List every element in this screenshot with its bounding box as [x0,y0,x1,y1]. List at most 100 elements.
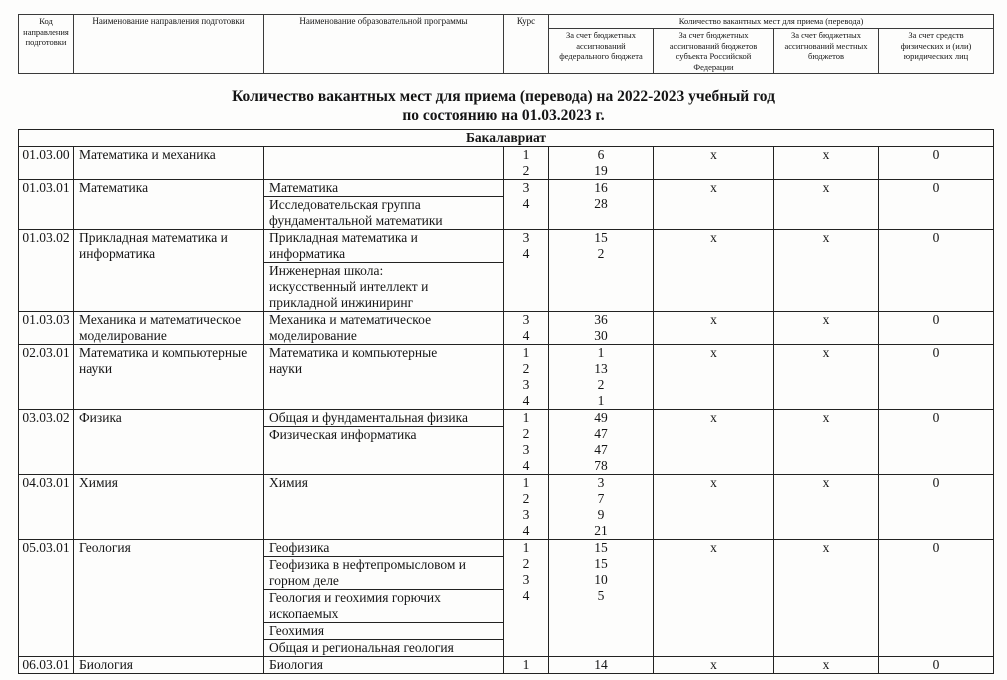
program-name: Исследовательская группа фундаментальной… [269,197,443,228]
direction-name: Физика [73,409,264,475]
paid-cell: 0 [877,146,995,180]
direction-name: Химия [73,474,264,540]
direction-code: 01.03.00 [18,146,74,180]
local-cell: x [773,474,879,540]
federal-cell: 36 30 [548,311,654,345]
course-value: 4 [522,458,530,473]
program-cell: Механика и математическое моделирование [263,311,504,345]
course-value: 4 [522,196,530,211]
program-cell: Общая и фундаментальная физика Физическа… [263,409,504,475]
program-name: Инженерная школа: искусственный интеллек… [269,263,429,310]
program-name: Геофизика в нефтепромысловом и горном де… [264,557,503,590]
federal-value: 21 [594,523,608,538]
program-cell: Геофизика Геофизика в нефтепромысловом и… [263,539,504,657]
table-row: 02.03.01 Математика и компьютерные науки… [18,344,995,410]
course-value: 3 [522,572,530,587]
program-cell: Биология [263,656,504,674]
program-cell: Математика Исследовательская группа фунд… [263,179,504,230]
direction-code: 05.03.01 [18,539,74,657]
paid-cell: 0 [877,229,995,312]
direction-code: 04.03.01 [18,474,74,540]
federal-cell: 1 13 2 1 [548,344,654,410]
section-title: Бакалавриат [17,129,995,147]
paid-cell: 0 [877,311,995,345]
program-name: Общая и региональная геология [269,640,454,655]
course-value: 3 [522,442,530,457]
regional-cell: x [653,474,774,540]
header-regional-budget: За счет бюджетных ассигнований бюджетов … [653,28,774,74]
course-value: 3 [522,377,530,392]
table-row: 05.03.01 Геология Геофизика Геофизика в … [18,539,995,657]
direction-name: Прикладная математика и информатика [73,229,264,312]
section-row: Бакалавриат [17,129,995,147]
course-value: 4 [522,393,530,408]
federal-cell: 49 47 47 78 [548,409,654,475]
local-cell: x [773,311,879,345]
program-name: Математика [264,180,503,197]
program-cell: Химия [263,474,504,540]
page-title: Количество вакантных мест для приема (пе… [0,87,1007,125]
federal-cell: 6 19 [548,146,654,180]
regional-cell: x [653,146,774,180]
header-code: Код направления подготовки [18,14,74,74]
direction-code: 03.03.02 [18,409,74,475]
regional-cell: x [653,539,774,657]
direction-name: Математика и механика [73,146,264,180]
regional-cell: x [653,311,774,345]
title-line-1: Количество вакантных мест для приема (пе… [232,88,775,105]
program-cell: Математика и компьютерные науки [263,344,504,410]
course-value: 4 [522,588,530,603]
local-cell: x [773,146,879,180]
direction-name: Механика и математическое моделирование [73,311,264,345]
local-cell: x [773,539,879,657]
paid-cell: 0 [877,344,995,410]
federal-cell: 15 2 [548,229,654,312]
paid-cell: 0 [877,409,995,475]
course-cell: 3 4 [503,311,549,345]
table-row: 06.03.01 Биология Биология 1 14 x x 0 [18,656,995,674]
program-cell [263,146,504,180]
course-value: 2 [522,426,530,441]
program-cell: Прикладная математика и информатика Инже… [263,229,504,312]
table-row: 01.03.00 Математика и механика 1 2 6 19 … [18,146,995,180]
course-value: 2 [522,361,530,376]
federal-value: 7 [597,491,605,506]
federal-value: 3 [597,475,605,490]
course-value: 1 [522,410,530,425]
course-value: 2 [522,491,530,506]
federal-value: 9 [597,507,605,522]
regional-cell: x [653,344,774,410]
federal-value: 16 [594,180,608,195]
course-value: 2 [522,163,530,178]
federal-value: 5 [597,588,605,603]
federal-cell: 14 [548,656,654,674]
local-cell: x [773,229,879,312]
course-value: 1 [522,345,530,360]
course-value: 3 [522,507,530,522]
course-cell: 1 2 3 4 [503,539,549,657]
course-value: 3 [522,180,530,195]
federal-cell: 3 7 9 21 [548,474,654,540]
federal-value: 15 [594,556,608,571]
course-value: 4 [522,328,530,343]
paid-cell: 0 [877,539,995,657]
program-name: Геохимия [264,623,503,640]
course-cell: 3 4 [503,179,549,230]
federal-cell: 16 28 [548,179,654,230]
title-line-2: по состоянию на 01.03.2023 г. [402,107,605,124]
course-cell: 1 2 3 4 [503,409,549,475]
federal-value: 6 [597,147,605,162]
course-value: 2 [522,556,530,571]
program-name: Прикладная математика и информатика [264,230,503,263]
course-cell: 1 [503,656,549,674]
regional-cell: x [653,409,774,475]
program-name: Биология [269,657,324,672]
federal-value: 47 [594,442,608,457]
table-row: 01.03.01 Математика Математика Исследова… [18,179,995,230]
federal-value: 19 [594,163,608,178]
table-row: 01.03.02 Прикладная математика и информа… [18,229,995,312]
direction-code: 01.03.03 [18,311,74,345]
federal-value: 2 [597,377,605,392]
course-cell: 1 2 [503,146,549,180]
